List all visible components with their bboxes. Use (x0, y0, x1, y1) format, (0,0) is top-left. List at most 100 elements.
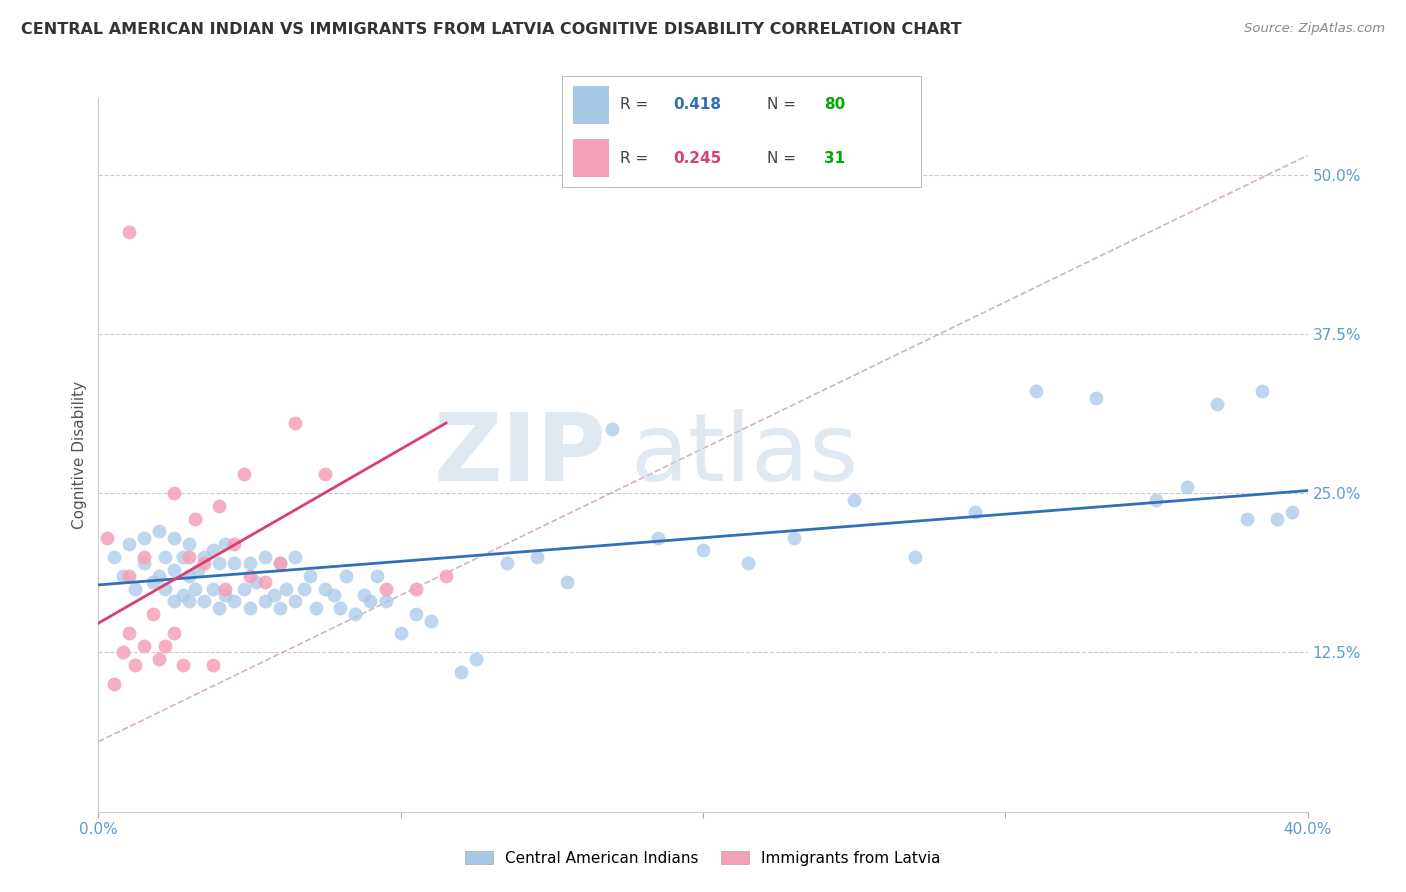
Point (132, 531, 155, 545)
Point (692, 543, 714, 558)
Point (450, 665, 472, 679)
Point (253, 549, 276, 564)
Point (1175, 480, 1198, 494)
Point (172, 588, 194, 602)
Point (284, 416, 307, 430)
Point (163, 594, 186, 608)
Point (118, 537, 141, 551)
Point (118, 225, 141, 239)
Point (111, 569, 134, 583)
Text: Source: ZipAtlas.com: Source: ZipAtlas.com (1244, 22, 1385, 36)
Point (148, 652, 170, 666)
Point (202, 658, 225, 673)
Point (148, 524, 170, 539)
Point (405, 582, 427, 596)
Point (163, 626, 186, 640)
Point (274, 582, 297, 596)
Point (299, 569, 322, 583)
Point (224, 556, 246, 570)
Point (344, 607, 367, 622)
Text: CENTRAL AMERICAN INDIAN VS IMMIGRANTS FROM LATVIA COGNITIVE DISABILITY CORRELATI: CENTRAL AMERICAN INDIAN VS IMMIGRANTS FR… (21, 22, 962, 37)
Point (269, 556, 291, 570)
Point (224, 594, 246, 608)
Point (118, 569, 141, 583)
Point (208, 556, 231, 570)
Bar (574, 86, 609, 124)
Point (224, 537, 246, 551)
Point (526, 549, 548, 564)
Point (179, 569, 201, 583)
Point (555, 575, 578, 590)
Point (214, 582, 236, 596)
Point (214, 588, 236, 602)
Point (1206, 397, 1229, 411)
Point (284, 549, 307, 564)
Point (208, 600, 231, 615)
Point (132, 549, 155, 564)
Point (132, 556, 155, 570)
Point (360, 594, 382, 608)
Text: 0.245: 0.245 (673, 151, 721, 166)
Text: atlas: atlas (630, 409, 859, 501)
Point (1267, 511, 1289, 525)
Point (184, 511, 207, 525)
Point (179, 549, 201, 564)
Point (214, 537, 236, 551)
Point (465, 652, 488, 666)
Point (389, 626, 412, 640)
Point (269, 600, 291, 615)
Point (179, 537, 201, 551)
Point (284, 594, 307, 608)
Point (124, 658, 146, 673)
Point (239, 569, 262, 583)
Point (323, 588, 346, 602)
Point (193, 556, 215, 570)
Point (495, 556, 517, 570)
Point (1251, 384, 1274, 399)
Point (269, 556, 291, 570)
Text: R =: R = (620, 97, 652, 112)
Legend: Central American Indians, Immigrants from Latvia: Central American Indians, Immigrants fro… (460, 845, 946, 871)
Point (253, 575, 276, 590)
Point (163, 563, 186, 577)
Point (193, 594, 215, 608)
Point (124, 582, 146, 596)
Point (153, 639, 176, 653)
Point (904, 549, 927, 564)
Point (292, 582, 315, 596)
Point (329, 600, 352, 615)
Point (232, 467, 254, 481)
Text: 31: 31 (824, 151, 845, 166)
Point (202, 543, 225, 558)
Text: N =: N = (766, 97, 800, 112)
Text: ZIP: ZIP (433, 409, 606, 501)
Point (239, 556, 262, 570)
Point (172, 658, 194, 673)
Point (305, 600, 328, 615)
Point (374, 582, 396, 596)
Point (153, 582, 176, 596)
Point (232, 582, 254, 596)
Point (965, 505, 987, 519)
Text: R =: R = (620, 151, 652, 166)
Point (142, 607, 165, 622)
Bar (574, 139, 609, 178)
Text: 0.418: 0.418 (673, 97, 721, 112)
Point (132, 639, 155, 653)
Point (366, 569, 388, 583)
Point (335, 569, 357, 583)
Point (118, 626, 141, 640)
Point (263, 588, 285, 602)
Point (193, 549, 215, 564)
Point (142, 575, 165, 590)
Point (434, 569, 457, 583)
Point (172, 549, 194, 564)
Point (111, 645, 134, 659)
Point (1281, 505, 1303, 519)
Point (202, 582, 225, 596)
Point (420, 614, 443, 628)
Point (374, 594, 396, 608)
Point (1144, 492, 1167, 507)
Point (1085, 391, 1108, 405)
Text: 80: 80 (824, 97, 845, 112)
